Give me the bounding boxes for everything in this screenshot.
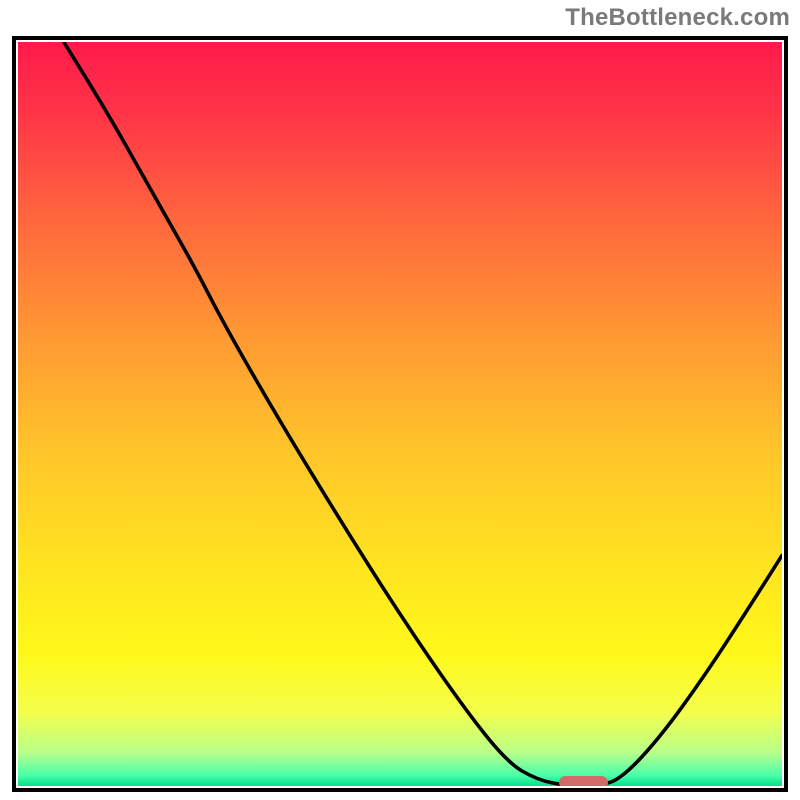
attribution-text: TheBottleneck.com — [565, 4, 790, 32]
plot-outer — [12, 36, 788, 792]
chart-frame: TheBottleneck.com — [0, 0, 800, 800]
optimal-marker — [559, 776, 609, 786]
plot-inner — [18, 42, 782, 786]
plot-gradient-bg — [18, 42, 782, 786]
